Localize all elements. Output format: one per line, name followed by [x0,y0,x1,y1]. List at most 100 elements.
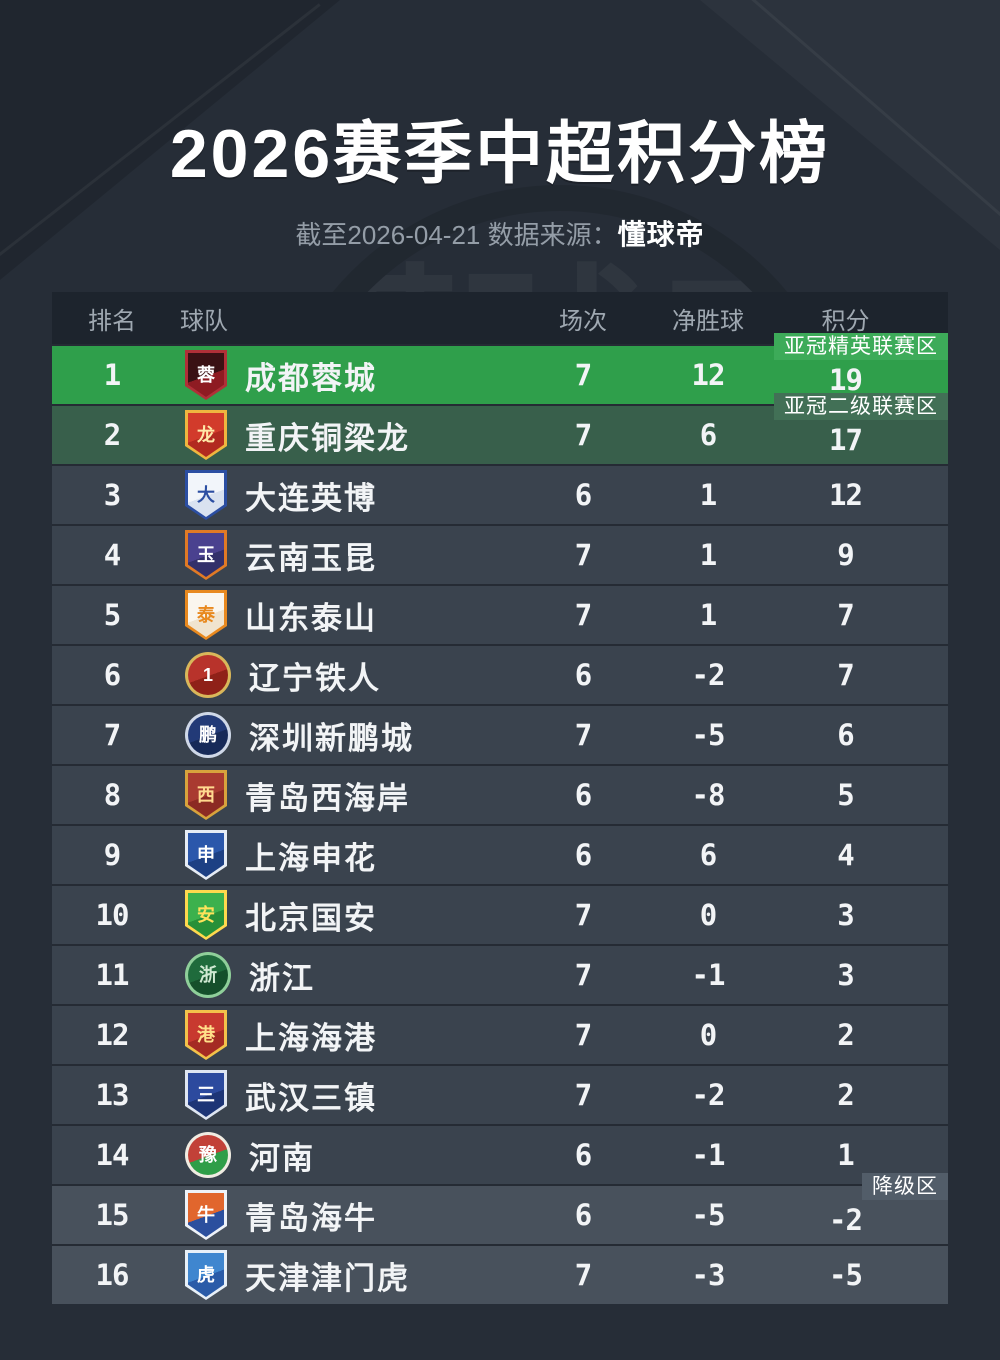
table-row: 12 港 上海海港 7 0 2 [52,1006,948,1064]
team-logo: 虎 [185,1250,227,1300]
team-cell: 玉 云南玉昆 [172,530,523,580]
team-logo-glyph: 虎 [197,1265,215,1285]
team-logo-inner: 泰 [188,593,224,637]
team-logo-inner: 申 [188,833,224,877]
source-name: 懂球帝 [617,219,705,250]
table-row: 5 泰 山东泰山 7 1 7 [52,586,948,644]
team-cell: 蓉 成都蓉城 [172,350,523,400]
team-cell: 泰 山东泰山 [172,590,523,640]
goal-difference-value: -5 [691,718,726,752]
rank-value: 10 [95,898,130,932]
rank-value: 13 [95,1078,130,1112]
points-value: -5 [829,1258,863,1292]
team-logo: 港 [185,1010,227,1060]
points-value: 17 [829,423,863,457]
zone-badge: 亚冠二级联赛区 [774,393,948,420]
points-value: 19 [829,363,863,397]
team-cell: 1 辽宁铁人 [172,652,523,698]
goal-difference-value: 1 [699,598,717,632]
played-value: 7 [574,718,592,752]
team-cell: 港 上海海港 [172,1010,523,1060]
column-header-team: 球队 [180,307,228,335]
played-value: 7 [574,1078,592,1112]
rank-value: 15 [95,1198,130,1232]
team-logo-glyph: 三 [197,1085,215,1105]
team-name: 辽宁铁人 [249,660,381,696]
team-name: 青岛海牛 [245,1200,377,1236]
points-value: 9 [837,538,854,572]
team-logo: 牛 [185,1190,227,1240]
played-value: 7 [574,1258,592,1292]
team-logo-inner: 龙 [188,413,224,457]
played-value: 7 [574,1018,592,1052]
team-logo-glyph: 豫 [199,1145,217,1165]
team-cell: 虎 天津津门虎 [172,1250,523,1300]
rank-value: 11 [95,958,130,992]
team-logo-inner: 虎 [188,1253,224,1297]
points-value: 2 [837,1078,854,1112]
team-cell: 大 大连英博 [172,470,523,520]
goal-difference-value: 6 [699,418,717,452]
team-logo-inner: 豫 [188,1135,228,1175]
team-logo-inner: 蓉 [188,353,224,397]
team-logo-inner: 三 [188,1073,224,1117]
played-value: 7 [574,418,592,452]
points-value: 7 [837,598,854,632]
team-logo-glyph: 泰 [197,605,215,625]
table-row: 4 玉 云南玉昆 7 1 9 [52,526,948,584]
points-value: 1 [837,1138,854,1172]
table-row: 16 虎 天津津门虎 7 -3 -5 [52,1246,948,1304]
team-logo-glyph: 港 [197,1025,215,1045]
team-logo: 浙 [185,952,231,998]
goal-difference-value: 1 [699,478,717,512]
goal-difference-value: -3 [691,1258,726,1292]
rank-value: 5 [103,598,121,632]
played-value: 6 [574,778,592,812]
team-logo-glyph: 蓉 [197,365,215,385]
points-value: 6 [837,718,854,752]
rank-value: 2 [103,418,121,452]
goal-difference-value: -1 [691,1138,726,1172]
team-logo: 安 [185,890,227,940]
played-value: 6 [574,838,592,872]
team-logo-glyph: 鹏 [199,725,217,745]
page-title: 2026赛季中超积分榜 [169,116,831,192]
subtitle-date-source-label: 截至2026-04-21 数据来源： [295,220,618,250]
team-logo-inner: 玉 [188,533,224,577]
team-logo-glyph: 浙 [199,965,217,985]
played-value: 7 [574,598,592,632]
team-logo: 1 [185,652,231,698]
team-name: 山东泰山 [245,600,377,636]
column-header-goal-difference: 净胜球 [672,307,744,335]
goal-difference-value: -1 [691,958,726,992]
team-logo-glyph: 大 [197,485,215,505]
column-header-rank: 排名 [88,307,136,335]
goal-difference-value: 1 [699,538,717,572]
team-cell: 西 青岛西海岸 [172,770,523,820]
rank-value: 3 [103,478,121,512]
team-logo-inner: 牛 [188,1193,224,1237]
goal-difference-value: 0 [699,1018,717,1052]
team-logo-inner: 港 [188,1013,224,1057]
team-logo-inner: 浙 [188,955,228,995]
column-header-played: 场次 [559,307,607,335]
team-name: 大连英博 [245,480,377,516]
team-logo: 大 [185,470,227,520]
rank-value: 7 [103,718,121,752]
team-cell: 申 上海申花 [172,830,523,880]
team-name: 浙江 [249,960,315,996]
rank-value: 6 [103,658,121,692]
points-value: 4 [837,838,854,872]
played-value: 7 [574,898,592,932]
team-logo-glyph: 1 [202,665,213,685]
team-logo-glyph: 安 [197,905,215,925]
played-value: 6 [574,658,592,692]
played-value: 6 [574,1198,592,1232]
team-logo: 蓉 [185,350,227,400]
team-logo-glyph: 玉 [197,545,215,565]
team-cell: 安 北京国安 [172,890,523,940]
zone-badge: 降级区 [862,1173,948,1200]
rank-value: 4 [103,538,121,572]
table-row: 9 申 上海申花 6 6 4 [52,826,948,884]
goal-difference-value: 6 [699,838,717,872]
